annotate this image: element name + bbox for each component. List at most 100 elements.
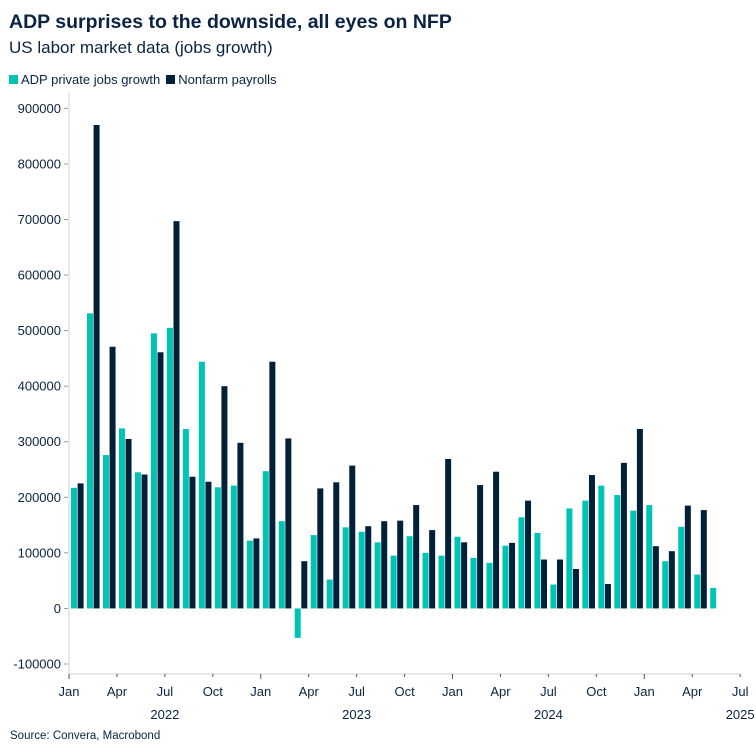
y-tick-label: 800000 xyxy=(18,156,61,171)
legend-label-nfp: Nonfarm payrolls xyxy=(178,72,277,87)
adp-bar xyxy=(582,500,589,609)
nfp-bar xyxy=(620,462,627,609)
adp-bar xyxy=(502,545,509,609)
x-tick-label: Jul xyxy=(157,684,174,699)
adp-bar xyxy=(134,472,141,609)
year-label: 2023 xyxy=(342,707,371,722)
x-tick-label: Apr xyxy=(682,684,703,699)
nfp-bar xyxy=(157,352,164,609)
adp-bar xyxy=(646,505,653,609)
nfp-bar xyxy=(205,481,212,609)
nfp-bar xyxy=(109,346,116,609)
adp-bar xyxy=(198,361,205,609)
adp-bar xyxy=(566,508,573,609)
nfp-bar xyxy=(445,458,452,609)
adp-bar xyxy=(630,510,637,609)
y-tick-label: 300000 xyxy=(18,434,61,449)
nfp-bar xyxy=(125,438,132,609)
adp-bar xyxy=(86,313,93,609)
y-tick-label: 200000 xyxy=(18,490,61,505)
nfp-bar xyxy=(221,386,228,609)
y-tick-label: 0 xyxy=(54,601,61,616)
nfp-bar xyxy=(189,476,196,609)
y-tick-label: 700000 xyxy=(18,212,61,227)
nfp-bar xyxy=(365,526,372,609)
nfp-bar xyxy=(349,465,356,609)
x-tick-label: Apr xyxy=(107,684,128,699)
y-tick-label: 400000 xyxy=(18,379,61,394)
x-tick-label: Oct xyxy=(203,684,224,699)
adp-bar xyxy=(614,495,621,609)
x-tick-label: Oct xyxy=(586,684,607,699)
nfp-bar xyxy=(253,538,260,609)
nfp-bar xyxy=(572,568,579,609)
adp-bar xyxy=(454,536,461,609)
adp-bar xyxy=(310,535,317,609)
adp-bar xyxy=(278,521,285,609)
adp-bar xyxy=(694,574,701,609)
nfp-bar xyxy=(700,510,707,609)
y-tick-label: 600000 xyxy=(18,268,61,283)
nfp-bar xyxy=(317,488,324,609)
x-tick-label: Jan xyxy=(634,684,655,699)
adp-bar xyxy=(358,531,365,609)
y-tick-label: 900000 xyxy=(18,101,61,116)
adp-bar xyxy=(150,333,157,609)
adp-bar xyxy=(166,327,173,609)
nfp-bar xyxy=(237,442,244,609)
adp-bar xyxy=(182,428,189,609)
legend-label-adp: ADP private jobs growth xyxy=(21,72,161,87)
x-tick-label: Jan xyxy=(250,684,271,699)
adp-bar xyxy=(486,562,493,609)
adp-bar xyxy=(374,542,381,609)
adp-bar xyxy=(406,536,413,609)
x-tick-label: Jan xyxy=(59,684,80,699)
nfp-bar xyxy=(509,542,516,609)
x-tick-label: Apr xyxy=(490,684,511,699)
nfp-bar xyxy=(413,505,420,609)
nfp-bar xyxy=(557,559,563,609)
nfp-bar xyxy=(285,438,292,609)
adp-bar xyxy=(71,487,77,609)
nfp-bar xyxy=(77,483,84,609)
y-tick-label: 500000 xyxy=(18,323,61,338)
nfp-bar xyxy=(333,482,340,609)
nfp-bar xyxy=(525,500,532,609)
y-tick-label: -100000 xyxy=(13,656,61,671)
y-tick-label: 100000 xyxy=(18,545,61,560)
nfp-bar xyxy=(141,474,148,609)
year-label: 2022 xyxy=(150,707,179,722)
nfp-bar xyxy=(301,561,308,609)
nfp-bar xyxy=(684,505,691,609)
nfp-bar xyxy=(93,125,100,609)
adp-bar xyxy=(390,555,397,609)
x-tick-label: Jan xyxy=(442,684,463,699)
legend-item-adp: ADP private jobs growth xyxy=(9,72,160,87)
adp-bar xyxy=(230,485,237,609)
x-tick-label: Jul xyxy=(540,684,557,699)
legend: ADP private jobs growth Nonfarm payrolls xyxy=(9,72,276,87)
x-tick-label: Apr xyxy=(299,684,320,699)
adp-bar xyxy=(710,587,717,609)
nfp-bar xyxy=(636,428,643,609)
x-tick-label: Jul xyxy=(348,684,365,699)
x-tick-label: Oct xyxy=(394,684,415,699)
nfp-bar xyxy=(269,361,276,609)
nfp-bar xyxy=(381,521,388,609)
adp-bar xyxy=(246,540,253,609)
x-tick-label: Jul xyxy=(732,684,749,699)
nfp-bar xyxy=(652,546,659,609)
adp-bar xyxy=(518,517,525,609)
legend-item-nfp: Nonfarm payrolls xyxy=(166,72,276,87)
adp-bar xyxy=(438,555,445,609)
adp-bar xyxy=(470,557,477,609)
adp-bar xyxy=(550,584,557,609)
nfp-bar xyxy=(588,475,595,609)
nfp-bar xyxy=(173,221,180,609)
adp-bar xyxy=(214,487,221,609)
adp-bar xyxy=(342,527,349,609)
nfp-bar xyxy=(604,583,611,609)
adp-bar xyxy=(422,552,429,609)
